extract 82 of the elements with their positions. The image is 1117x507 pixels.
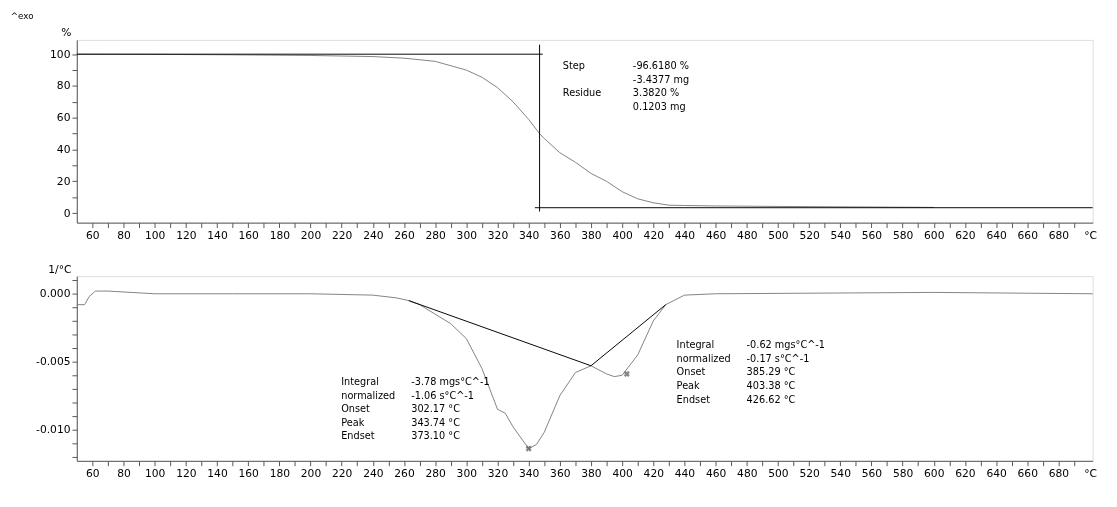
x-tick-label: 620 (955, 466, 976, 480)
x-tick-label: 340 (518, 466, 540, 480)
y-axis-title: % (61, 26, 72, 40)
x-tick-label: 360 (550, 466, 571, 480)
x-tick-label: 540 (830, 228, 852, 242)
x-tick-label: 440 (674, 228, 696, 242)
x-tick-label: 480 (737, 466, 758, 480)
x-tick-label: 300 (456, 466, 478, 480)
x-tick-label: 400 (612, 466, 634, 480)
x-tick-label: 400 (612, 228, 634, 242)
x-tick-label: 200 (300, 228, 322, 242)
y-tick-label: 80 (56, 79, 71, 93)
y-tick-label: 40 (56, 142, 71, 156)
x-tick-label: 420 (643, 466, 665, 480)
x-tick-label: 280 (425, 228, 447, 242)
x-tick-label: 100 (144, 228, 166, 242)
x-tick-label: 460 (705, 466, 727, 480)
y-axis-title: 1/°C (48, 262, 72, 276)
x-tick-label: 560 (861, 466, 883, 480)
y-tick-label: -0.010 (36, 423, 71, 436)
x-tick-label: 340 (518, 228, 540, 242)
y-tick-label: 20 (56, 174, 71, 188)
x-tick-label: 540 (830, 466, 852, 480)
x-tick-label: 680 (1048, 228, 1070, 242)
chart-title: ^exo (10, 11, 34, 22)
x-tick-label: 620 (955, 228, 976, 242)
x-tick-label: 180 (269, 466, 291, 480)
x-tick-label: 500 (768, 466, 789, 480)
x-axis-title: °C (1084, 466, 1098, 480)
x-tick-label: 260 (394, 228, 415, 242)
x-tick-label: 520 (799, 228, 820, 242)
x-tick-label: 140 (207, 228, 228, 242)
x-tick-label: 180 (269, 228, 291, 242)
line-series (76, 290, 1094, 450)
x-tick-label: 380 (581, 466, 602, 480)
x-tick-label: 480 (737, 228, 758, 242)
x-tick-label: 220 (331, 228, 353, 242)
x-tick-label: 80 (117, 228, 132, 242)
x-tick-label: 660 (1017, 466, 1039, 480)
x-tick-label: 300 (456, 228, 478, 242)
x-tick-label: 60 (86, 228, 100, 242)
x-tick-label: 100 (144, 466, 166, 480)
y-tick-label: -0.005 (36, 355, 71, 369)
x-tick-label: 260 (394, 466, 415, 480)
x-tick-label: 420 (643, 228, 665, 242)
x-tick-label: 580 (892, 228, 914, 242)
x-tick-label: 360 (550, 228, 571, 242)
x-tick-label: 240 (363, 466, 384, 480)
x-tick-label: 280 (425, 466, 447, 480)
x-tick-label: 380 (581, 228, 602, 242)
x-tick-label: 560 (861, 228, 883, 242)
x-tick-label: 680 (1048, 466, 1070, 480)
text: Integral -0.62 mgs°C^-1 normalized -0.17 s°C^-1 Onset 385.29 °C Peak 403.38 °C Endset 426.62 °C (676, 339, 826, 405)
x-tick-label: 660 (1017, 228, 1039, 242)
x-tick-label: 500 (768, 228, 789, 242)
x-tick-label: 240 (363, 228, 384, 242)
x-tick-label: 120 (176, 466, 197, 480)
text: Integral -3.78 mgs°C^-1 normalized -1.06 s°C^-1 Onset 302.17 °C Peak 343.74 °C Endset 373.10 °C (341, 376, 490, 442)
x-tick-label: 220 (331, 466, 353, 480)
y-tick-label: 100 (50, 47, 71, 61)
x-tick-label: 140 (207, 466, 228, 480)
x-tick-label: 320 (487, 466, 509, 480)
x-tick-label: 200 (300, 466, 322, 480)
text: Step -96.6180 % -3.4377 mg Residue 3.3820 % 0.1203 mg (562, 60, 690, 112)
x-tick-label: 460 (705, 228, 727, 242)
x-tick-label: 520 (799, 466, 820, 480)
x-tick-label: 160 (238, 228, 260, 242)
x-tick-label: 80 (117, 466, 132, 480)
x-tick-label: 640 (986, 228, 1007, 242)
x-tick-label: 600 (924, 466, 945, 480)
x-tick-label: 640 (986, 466, 1007, 480)
x-tick-label: 60 (86, 466, 100, 480)
x-tick-label: 600 (924, 228, 945, 242)
y-tick-label: 60 (56, 111, 71, 125)
y-tick-label: 0 (63, 206, 71, 220)
y-tick-label: 0.000 (39, 287, 71, 301)
x-tick-label: 120 (176, 228, 197, 242)
x-axis-title: °C (1084, 228, 1098, 242)
x-tick-label: 580 (892, 466, 914, 480)
x-tick-label: 440 (674, 466, 696, 480)
x-tick-label: 320 (487, 228, 509, 242)
x-tick-label: 160 (238, 466, 260, 480)
